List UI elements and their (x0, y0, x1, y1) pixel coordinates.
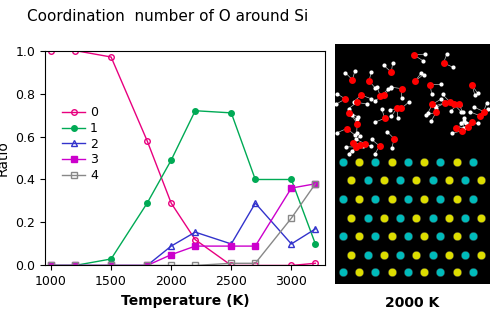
3 (72, 264, 78, 267)
0 (48, 49, 54, 52)
3 (144, 264, 150, 267)
Line: 1: 1 (48, 108, 318, 268)
3 (228, 244, 234, 248)
X-axis label: Temperature (K): Temperature (K) (120, 294, 250, 308)
1 (72, 264, 78, 267)
2 (228, 242, 234, 246)
Line: 0: 0 (48, 48, 318, 268)
1 (312, 242, 318, 246)
2 (48, 264, 54, 267)
4 (144, 264, 150, 267)
4 (312, 182, 318, 186)
3 (48, 264, 54, 267)
4 (192, 264, 198, 267)
0 (168, 201, 174, 205)
4 (72, 264, 78, 267)
3 (288, 186, 294, 190)
Y-axis label: Ratio: Ratio (0, 140, 10, 176)
4 (252, 261, 258, 265)
2 (144, 264, 150, 267)
2 (192, 230, 198, 234)
1 (168, 158, 174, 162)
0 (252, 264, 258, 267)
1 (228, 111, 234, 115)
2 (72, 264, 78, 267)
1 (108, 257, 114, 261)
1 (192, 109, 198, 112)
Text: Coordination  number of O around Si: Coordination number of O around Si (27, 9, 308, 24)
Legend: 0, 1, 2, 3, 4: 0, 1, 2, 3, 4 (62, 106, 98, 182)
4 (168, 264, 174, 267)
2 (288, 242, 294, 246)
2 (108, 264, 114, 267)
0 (288, 264, 294, 267)
Line: 4: 4 (48, 181, 318, 268)
2 (252, 201, 258, 205)
0 (72, 49, 78, 52)
4 (288, 216, 294, 220)
Line: 3: 3 (48, 181, 318, 268)
2 (168, 244, 174, 248)
3 (192, 244, 198, 248)
Line: 2: 2 (48, 200, 318, 268)
0 (228, 264, 234, 267)
0 (144, 139, 150, 143)
0 (312, 261, 318, 265)
4 (108, 264, 114, 267)
1 (144, 201, 150, 205)
Text: 2000 K: 2000 K (386, 296, 440, 310)
4 (228, 261, 234, 265)
3 (168, 253, 174, 257)
3 (108, 264, 114, 267)
1 (288, 178, 294, 181)
3 (252, 244, 258, 248)
1 (48, 264, 54, 267)
3 (312, 182, 318, 186)
2 (312, 227, 318, 231)
4 (48, 264, 54, 267)
1 (252, 178, 258, 181)
0 (192, 238, 198, 241)
0 (108, 55, 114, 59)
